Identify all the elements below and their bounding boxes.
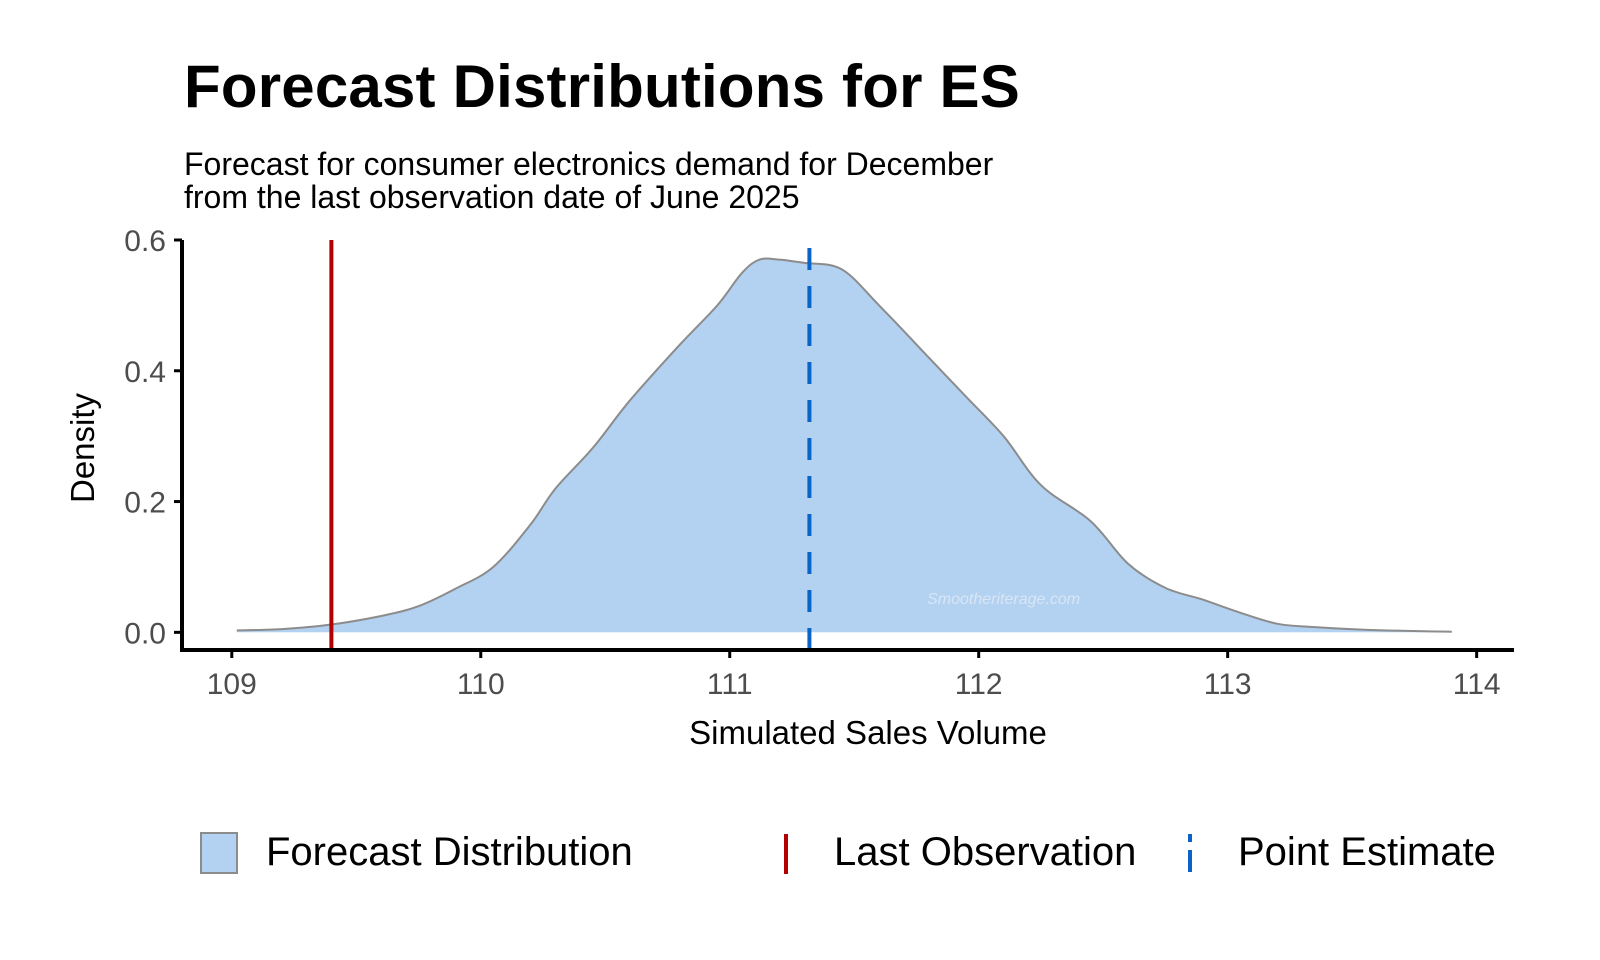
y-tick-label: 0.6 <box>124 225 166 258</box>
legend-solid-line <box>784 834 788 874</box>
legend-item-last-observation: Last Observation <box>768 828 1136 876</box>
y-axis-label: Density <box>64 392 101 503</box>
x-axis-label: Simulated Sales Volume <box>689 714 1047 751</box>
legend: Forecast Distribution Last Observation P… <box>200 828 1560 876</box>
x-tick-label: 114 <box>1453 668 1501 701</box>
legend-key-forecast-distribution <box>200 832 238 874</box>
density-area <box>236 258 1452 633</box>
x-tick-label: 113 <box>1204 668 1252 701</box>
legend-item-point-estimate: Point Estimate <box>1172 828 1496 876</box>
x-tick-label: 112 <box>955 668 1003 701</box>
y-tick-label: 0.4 <box>124 356 166 389</box>
legend-dash-segment <box>1188 834 1192 842</box>
axes: 0.0 0.2 0.4 0.6 109 110 111 112 113 114 <box>124 225 1514 701</box>
y-tick-label: 0.0 <box>124 617 166 650</box>
watermark-text: Smootheriterage.com <box>927 591 1080 608</box>
legend-key-point-estimate <box>1172 832 1208 872</box>
x-tick-label: 110 <box>457 668 505 701</box>
chart-title: Forecast Distributions for ES <box>184 53 1020 120</box>
legend-label-point-estimate: Point Estimate <box>1238 829 1496 874</box>
legend-item-forecast-distribution: Forecast Distribution <box>200 828 633 876</box>
density-curve <box>236 257 1452 633</box>
legend-fill-swatch <box>200 832 238 874</box>
plot-area: Smootheriterage.com <box>236 240 1452 650</box>
legend-dash-segment <box>1188 850 1192 872</box>
chart-subtitle: Forecast for consumer electronics demand… <box>184 146 994 215</box>
legend-label-last-observation: Last Observation <box>834 829 1137 874</box>
legend-key-last-observation <box>768 832 804 874</box>
x-tick-label: 111 <box>707 668 753 701</box>
y-tick-label: 0.2 <box>124 487 166 520</box>
x-tick-label: 109 <box>207 668 257 701</box>
legend-label-forecast-distribution: Forecast Distribution <box>266 829 633 874</box>
